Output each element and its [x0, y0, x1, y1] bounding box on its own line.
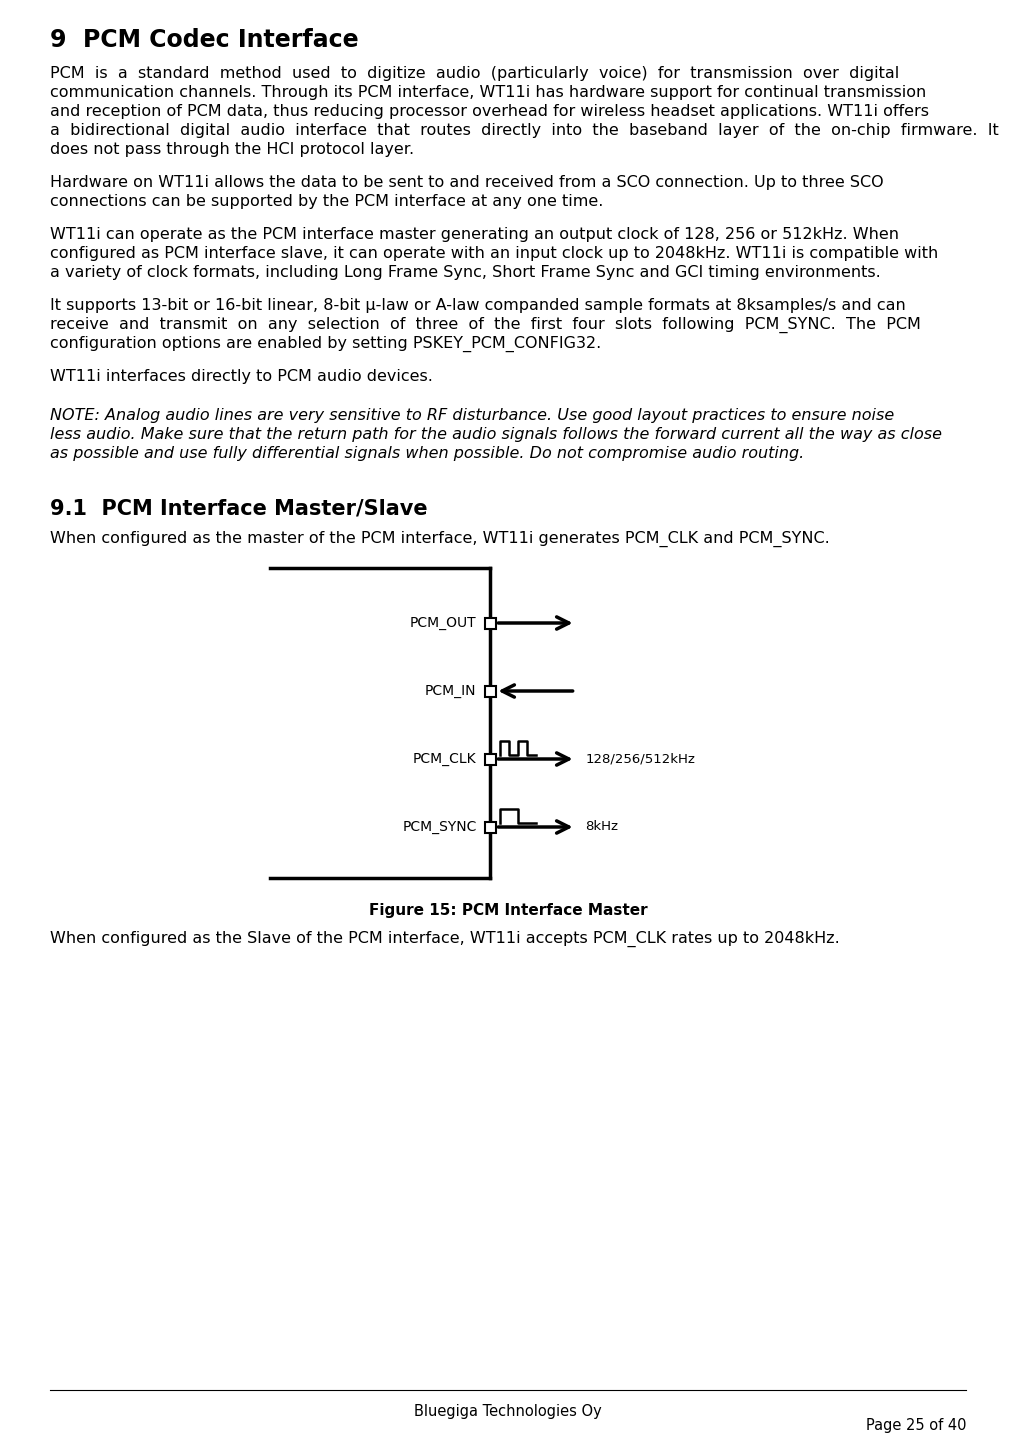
Text: configuration options are enabled by setting PSKEY_PCM_CONFIG32.: configuration options are enabled by set… — [50, 336, 601, 353]
Text: PCM_CLK: PCM_CLK — [412, 752, 477, 766]
Text: 8kHz: 8kHz — [585, 821, 619, 834]
Text: Bluegiga Technologies Oy: Bluegiga Technologies Oy — [415, 1404, 601, 1418]
Text: PCM_OUT: PCM_OUT — [409, 616, 477, 631]
Text: Figure 15: PCM Interface Master: Figure 15: PCM Interface Master — [369, 903, 647, 919]
Bar — [485, 618, 496, 628]
Text: a  bidirectional  digital  audio  interface  that  routes  directly  into  the  : a bidirectional digital audio interface … — [50, 122, 999, 138]
Text: receive  and  transmit  on  any  selection  of  three  of  the  first  four  slo: receive and transmit on any selection of… — [50, 317, 920, 333]
Text: configured as PCM interface slave, it can operate with an input clock up to 2048: configured as PCM interface slave, it ca… — [50, 246, 938, 261]
Text: Page 25 of 40: Page 25 of 40 — [866, 1418, 966, 1433]
Text: a variety of clock formats, including Long Frame Sync, Short Frame Sync and GCI : a variety of clock formats, including Lo… — [50, 265, 881, 279]
Bar — [485, 685, 496, 697]
Text: PCM  is  a  standard  method  used  to  digitize  audio  (particularly  voice)  : PCM is a standard method used to digitiz… — [50, 66, 899, 81]
Text: 9  PCM Codec Interface: 9 PCM Codec Interface — [50, 27, 359, 52]
Text: connections can be supported by the PCM interface at any one time.: connections can be supported by the PCM … — [50, 194, 604, 209]
Text: does not pass through the HCI protocol layer.: does not pass through the HCI protocol l… — [50, 143, 415, 157]
Text: WT11i can operate as the PCM interface master generating an output clock of 128,: WT11i can operate as the PCM interface m… — [50, 228, 899, 242]
Text: It supports 13-bit or 16-bit linear, 8-bit μ-law or A-law companded sample forma: It supports 13-bit or 16-bit linear, 8-b… — [50, 298, 905, 312]
Text: 128/256/512kHz: 128/256/512kHz — [585, 753, 695, 766]
Bar — [485, 821, 496, 832]
Text: When configured as the master of the PCM interface, WT11i generates PCM_CLK and : When configured as the master of the PCM… — [50, 531, 830, 547]
Text: 9.1  PCM Interface Master/Slave: 9.1 PCM Interface Master/Slave — [50, 500, 428, 518]
Text: NOTE: Analog audio lines are very sensitive to RF disturbance. Use good layout p: NOTE: Analog audio lines are very sensit… — [50, 408, 894, 423]
Text: communication channels. Through its PCM interface, WT11i has hardware support fo: communication channels. Through its PCM … — [50, 85, 927, 99]
Text: PCM_IN: PCM_IN — [425, 684, 477, 698]
Text: When configured as the Slave of the PCM interface, WT11i accepts PCM_CLK rates u: When configured as the Slave of the PCM … — [50, 932, 840, 948]
Text: and reception of PCM data, thus reducing processor overhead for wireless headset: and reception of PCM data, thus reducing… — [50, 104, 929, 120]
Text: PCM_SYNC: PCM_SYNC — [402, 819, 477, 834]
Text: as possible and use fully differential signals when possible. Do not compromise : as possible and use fully differential s… — [50, 446, 805, 461]
Bar — [485, 753, 496, 765]
Text: less audio. Make sure that the return path for the audio signals follows the for: less audio. Make sure that the return pa… — [50, 428, 942, 442]
Text: Hardware on WT11i allows the data to be sent to and received from a SCO connecti: Hardware on WT11i allows the data to be … — [50, 176, 884, 190]
Text: WT11i interfaces directly to PCM audio devices.: WT11i interfaces directly to PCM audio d… — [50, 369, 433, 384]
